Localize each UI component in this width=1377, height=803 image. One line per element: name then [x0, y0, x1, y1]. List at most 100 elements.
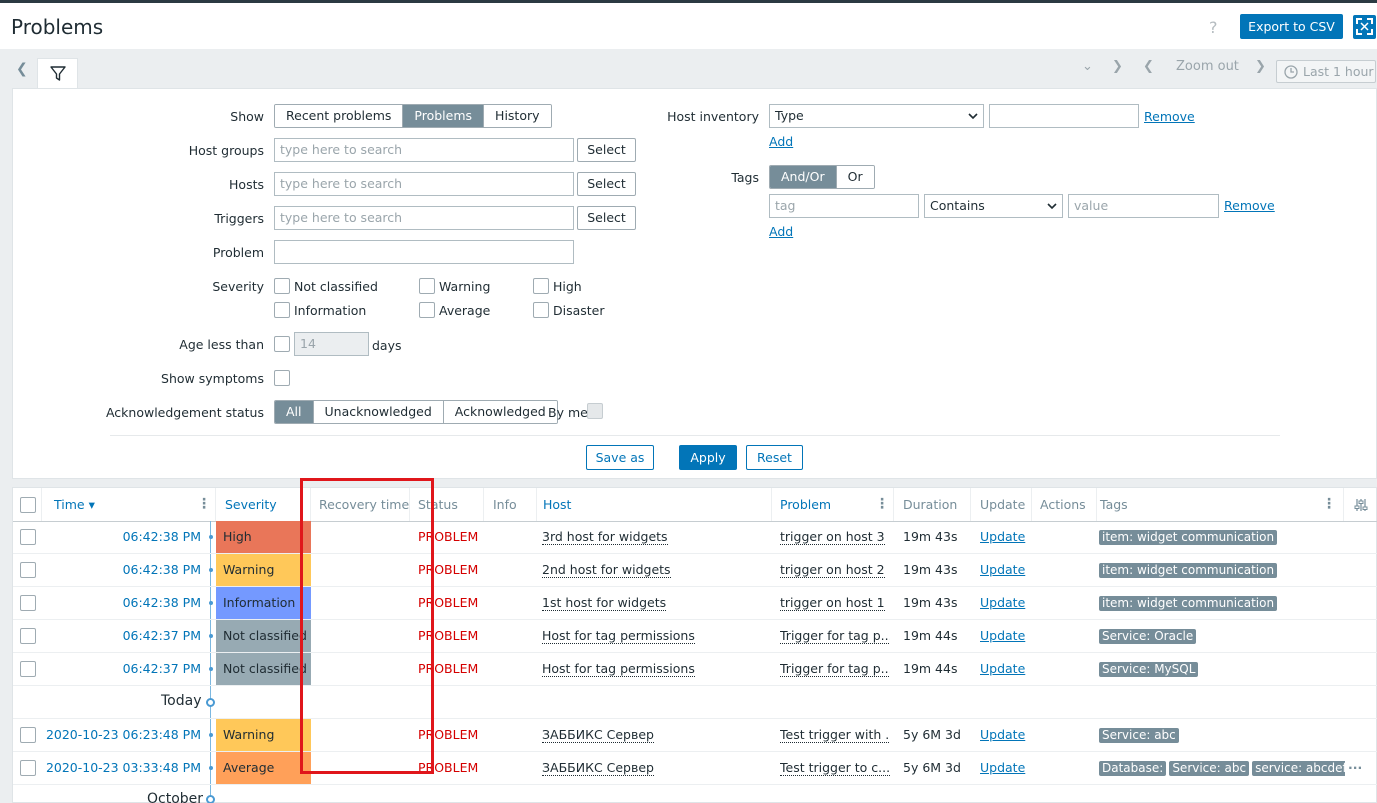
inventory-type-select[interactable]: Type [769, 104, 984, 128]
row-update-link[interactable]: Update [980, 628, 1026, 643]
tag-remove-link[interactable]: Remove [1224, 198, 1275, 213]
chevron-left-icon[interactable]: ❮ [16, 61, 28, 77]
show-problems[interactable]: Problems [403, 105, 485, 127]
row-time[interactable]: 06:42:37 PM [122, 628, 201, 643]
tag-badge[interactable]: item: widget communication [1099, 596, 1278, 611]
apply-button[interactable]: Apply [679, 445, 737, 470]
age-input[interactable]: 14 [294, 332, 369, 356]
column-problem[interactable]: Problem [772, 488, 894, 521]
hosts-select-button[interactable]: Select [577, 172, 636, 196]
tag-badge[interactable]: Service: MySQL [1099, 662, 1199, 677]
chevron-right-icon[interactable]: ❯ [1112, 59, 1123, 74]
triggers-input[interactable]: type here to search [274, 206, 574, 230]
inventory-value-input[interactable] [989, 104, 1139, 128]
filter-tab[interactable] [37, 58, 78, 89]
tag-badge[interactable]: Service: abc [1169, 761, 1250, 776]
row-host-link[interactable]: ЗАББИКС Сервер [542, 727, 654, 743]
column-severity[interactable]: Severity [216, 488, 311, 521]
row-checkbox[interactable] [20, 727, 36, 743]
tag-badge[interactable]: Service: Oracle [1099, 629, 1197, 644]
tags-column-menu-icon[interactable]: ⋮ [1322, 496, 1336, 512]
help-icon[interactable]: ? [1209, 18, 1218, 37]
row-host-link[interactable]: 3rd host for widgets [542, 529, 668, 545]
show-recent-problems[interactable]: Recent problems [275, 105, 404, 127]
triggers-select-button[interactable]: Select [577, 206, 636, 230]
zoom-out-button[interactable]: Zoom out [1176, 59, 1239, 74]
tag-operator-select[interactable]: Contains [924, 194, 1063, 218]
row-time[interactable]: 2020-10-23 03:33:48 PM [45, 760, 201, 775]
row-time[interactable]: 06:42:37 PM [122, 661, 201, 676]
severity-average-checkbox[interactable] [419, 302, 435, 318]
row-time[interactable]: 06:42:38 PM [122, 562, 201, 577]
by-me-checkbox[interactable] [587, 403, 603, 419]
severity-not-classified-checkbox[interactable] [274, 278, 290, 294]
tag-badge[interactable]: item: widget communication [1099, 530, 1278, 545]
ack-all[interactable]: All [275, 401, 314, 423]
time-next-icon[interactable]: ❯ [1255, 59, 1266, 74]
chevron-down-icon[interactable]: ⌄ [1082, 59, 1093, 74]
show-history[interactable]: History [484, 105, 551, 127]
row-checkbox[interactable] [20, 760, 36, 776]
row-update-link[interactable]: Update [980, 562, 1026, 577]
row-host-link[interactable]: 2nd host for widgets [542, 562, 671, 578]
row-problem-link[interactable]: Test trigger to c... [780, 760, 890, 776]
severity-disaster-checkbox[interactable] [533, 302, 549, 318]
row-problem-link[interactable]: Trigger for tag p... [780, 628, 890, 644]
row-problem-link[interactable]: trigger on host 1 [780, 595, 885, 611]
row-checkbox[interactable] [20, 595, 36, 611]
show-symptoms-checkbox[interactable] [274, 370, 290, 386]
tag-badge[interactable]: service: abcdef [1252, 761, 1345, 776]
row-problem-link[interactable]: Test trigger with ... [780, 727, 890, 743]
row-checkbox[interactable] [20, 628, 36, 644]
tags-or[interactable]: Or [836, 166, 874, 188]
time-column-menu-icon[interactable]: ⋮ [197, 496, 211, 512]
row-time[interactable]: 06:42:38 PM [122, 529, 201, 544]
tag-badge[interactable]: Service: abc [1099, 728, 1179, 743]
row-update-link[interactable]: Update [980, 661, 1026, 676]
tag-name-input[interactable]: tag [769, 194, 919, 218]
time-period-button[interactable]: Last 1 hour [1276, 60, 1376, 83]
row-problem-link[interactable]: trigger on host 3 [780, 529, 885, 545]
tag-badge[interactable]: item: widget communication [1099, 563, 1278, 578]
select-all-checkbox[interactable] [20, 497, 36, 513]
severity-warning-checkbox[interactable] [419, 278, 435, 294]
host-groups-input[interactable]: type here to search [274, 138, 574, 162]
export-csv-button[interactable]: Export to CSV [1240, 14, 1343, 39]
fullscreen-button[interactable] [1353, 15, 1376, 39]
row-host-link[interactable]: ЗАББИКС Сервер [542, 760, 654, 776]
row-update-link[interactable]: Update [980, 595, 1026, 610]
inventory-add-link[interactable]: Add [769, 134, 794, 149]
row-update-link[interactable]: Update [980, 727, 1026, 742]
row-host-link[interactable]: 1st host for widgets [542, 595, 667, 611]
row-problem-link[interactable]: trigger on host 2 [780, 562, 885, 578]
column-host[interactable]: Host [537, 488, 772, 521]
ack-acknowledged[interactable]: Acknowledged [443, 401, 557, 423]
tag-value-input[interactable]: value [1068, 194, 1219, 218]
tag-badge[interactable]: Database: [1099, 761, 1167, 776]
tags-and-or[interactable]: And/Or [770, 166, 837, 188]
row-checkbox[interactable] [20, 661, 36, 677]
row-time[interactable]: 06:42:38 PM [122, 595, 201, 610]
age-checkbox[interactable] [274, 336, 290, 352]
reset-button[interactable]: Reset [746, 445, 803, 470]
tag-add-link[interactable]: Add [769, 224, 794, 239]
row-problem-link[interactable]: Trigger for tag p... [780, 661, 890, 677]
column-settings-icon[interactable] [1354, 498, 1368, 512]
more-tags-icon[interactable]: ··· [1348, 760, 1363, 775]
problem-input[interactable] [274, 240, 574, 264]
row-update-link[interactable]: Update [980, 529, 1026, 544]
severity-high-checkbox[interactable] [533, 278, 549, 294]
row-update-link[interactable]: Update [980, 760, 1026, 775]
hosts-input[interactable]: type here to search [274, 172, 574, 196]
row-time[interactable]: 2020-10-23 06:23:48 PM [45, 727, 201, 742]
host-groups-select-button[interactable]: Select [577, 138, 636, 162]
row-host-link[interactable]: Host for tag permissions [542, 628, 695, 644]
column-time[interactable]: Time ▾ [42, 488, 216, 521]
problem-column-menu-icon[interactable]: ⋮ [875, 496, 889, 512]
inventory-remove-link[interactable]: Remove [1144, 109, 1195, 124]
row-checkbox[interactable] [20, 529, 36, 545]
row-checkbox[interactable] [20, 562, 36, 578]
save-as-button[interactable]: Save as [586, 445, 654, 470]
time-prev-icon[interactable]: ❮ [1143, 59, 1154, 74]
row-host-link[interactable]: Host for tag permissions [542, 661, 695, 677]
